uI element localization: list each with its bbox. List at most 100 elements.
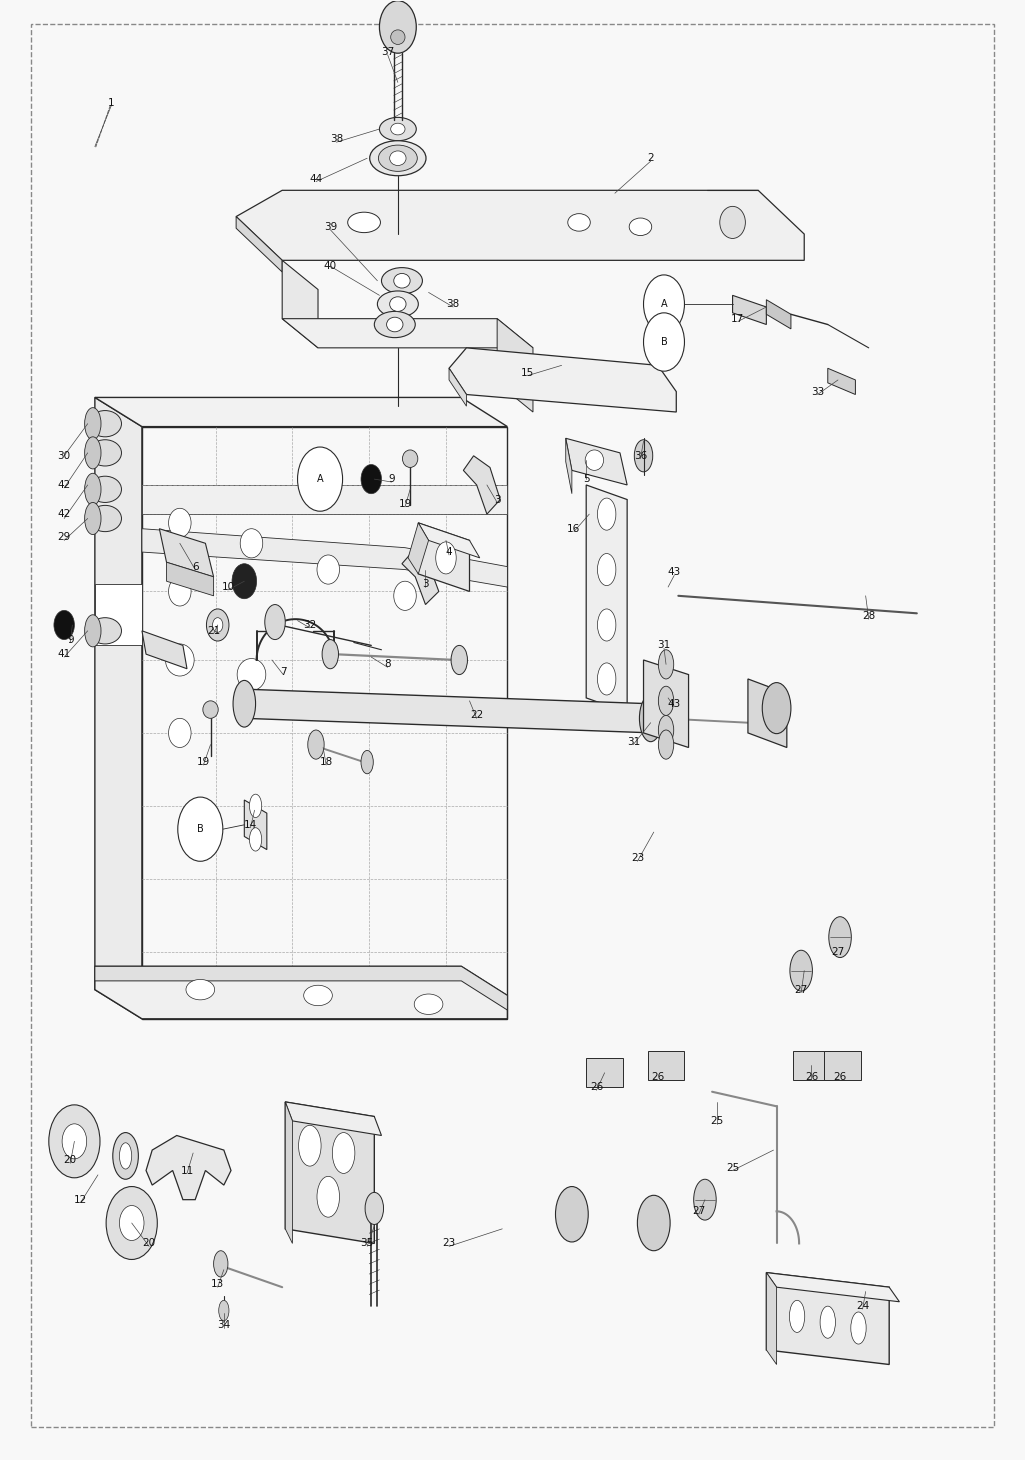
Ellipse shape: [658, 686, 673, 715]
Text: 31: 31: [657, 641, 670, 650]
Circle shape: [644, 312, 685, 371]
Ellipse shape: [658, 715, 673, 745]
Text: 9: 9: [388, 474, 395, 485]
Polygon shape: [586, 1058, 623, 1088]
Text: 26: 26: [833, 1072, 847, 1082]
Text: 27: 27: [692, 1206, 705, 1216]
Text: 38: 38: [330, 134, 343, 145]
Ellipse shape: [89, 618, 122, 644]
Ellipse shape: [451, 645, 467, 675]
Polygon shape: [497, 318, 533, 412]
Circle shape: [120, 1206, 144, 1241]
Text: 26: 26: [589, 1082, 603, 1092]
Ellipse shape: [851, 1313, 866, 1345]
Ellipse shape: [347, 212, 380, 232]
Ellipse shape: [264, 604, 285, 639]
Polygon shape: [586, 485, 627, 712]
Polygon shape: [418, 523, 480, 558]
Text: 35: 35: [361, 1238, 374, 1248]
Text: 8: 8: [384, 660, 391, 669]
Ellipse shape: [168, 508, 191, 537]
Text: 13: 13: [211, 1279, 224, 1289]
Ellipse shape: [638, 1196, 670, 1251]
Polygon shape: [159, 529, 213, 577]
Ellipse shape: [568, 213, 590, 231]
Text: A: A: [661, 299, 667, 310]
Polygon shape: [166, 562, 213, 596]
Ellipse shape: [694, 1180, 716, 1221]
Polygon shape: [767, 299, 791, 328]
Text: 22: 22: [470, 711, 484, 720]
Ellipse shape: [168, 577, 191, 606]
Polygon shape: [644, 660, 689, 748]
Ellipse shape: [298, 1126, 321, 1167]
Ellipse shape: [240, 529, 262, 558]
Ellipse shape: [249, 794, 261, 818]
Ellipse shape: [374, 311, 415, 337]
Ellipse shape: [789, 1301, 805, 1333]
Text: B: B: [197, 825, 204, 834]
Ellipse shape: [556, 1187, 588, 1242]
Polygon shape: [566, 438, 572, 493]
Text: 20: 20: [142, 1238, 156, 1248]
Ellipse shape: [414, 994, 443, 1015]
Ellipse shape: [585, 450, 604, 470]
Text: 37: 37: [381, 47, 395, 57]
Polygon shape: [566, 438, 627, 485]
Ellipse shape: [303, 986, 332, 1006]
Polygon shape: [236, 190, 805, 260]
Text: 44: 44: [310, 174, 323, 184]
Circle shape: [232, 564, 256, 599]
Polygon shape: [236, 216, 282, 272]
Text: 15: 15: [522, 368, 534, 378]
Text: 21: 21: [207, 626, 220, 635]
Ellipse shape: [629, 218, 652, 235]
Ellipse shape: [168, 718, 191, 748]
Ellipse shape: [598, 553, 616, 585]
Text: 2: 2: [648, 153, 654, 164]
Polygon shape: [449, 368, 466, 406]
Ellipse shape: [85, 407, 101, 439]
Text: 43: 43: [667, 568, 681, 578]
Polygon shape: [146, 1136, 231, 1200]
Ellipse shape: [640, 695, 662, 742]
Ellipse shape: [386, 317, 403, 331]
Ellipse shape: [365, 1193, 383, 1225]
Text: 41: 41: [57, 650, 71, 658]
Ellipse shape: [186, 980, 214, 1000]
Text: 26: 26: [805, 1072, 818, 1082]
Bar: [95, 584, 141, 645]
Text: 27: 27: [831, 946, 845, 956]
Circle shape: [177, 797, 222, 861]
Circle shape: [49, 1105, 100, 1178]
Text: 17: 17: [731, 314, 744, 324]
Text: 42: 42: [57, 480, 71, 491]
Ellipse shape: [212, 618, 222, 632]
Ellipse shape: [165, 644, 194, 676]
Ellipse shape: [120, 1143, 132, 1169]
Text: 42: 42: [57, 510, 71, 520]
Ellipse shape: [820, 1307, 835, 1339]
Text: B: B: [661, 337, 667, 347]
Circle shape: [107, 1187, 157, 1260]
Text: 3: 3: [422, 580, 428, 590]
Ellipse shape: [394, 581, 416, 610]
Text: 40: 40: [324, 261, 337, 272]
Polygon shape: [767, 1273, 777, 1365]
Polygon shape: [748, 679, 787, 748]
Text: 14: 14: [244, 821, 257, 829]
Ellipse shape: [206, 609, 229, 641]
Text: 25: 25: [710, 1115, 724, 1126]
Ellipse shape: [332, 1133, 355, 1174]
Ellipse shape: [763, 683, 791, 733]
Polygon shape: [282, 260, 318, 347]
Text: 3: 3: [494, 495, 500, 505]
Ellipse shape: [377, 291, 418, 317]
Ellipse shape: [829, 917, 852, 958]
Polygon shape: [244, 800, 266, 850]
Text: 26: 26: [651, 1072, 664, 1082]
Text: 23: 23: [630, 853, 644, 863]
Ellipse shape: [381, 267, 422, 293]
Ellipse shape: [403, 450, 418, 467]
Polygon shape: [95, 967, 507, 1019]
